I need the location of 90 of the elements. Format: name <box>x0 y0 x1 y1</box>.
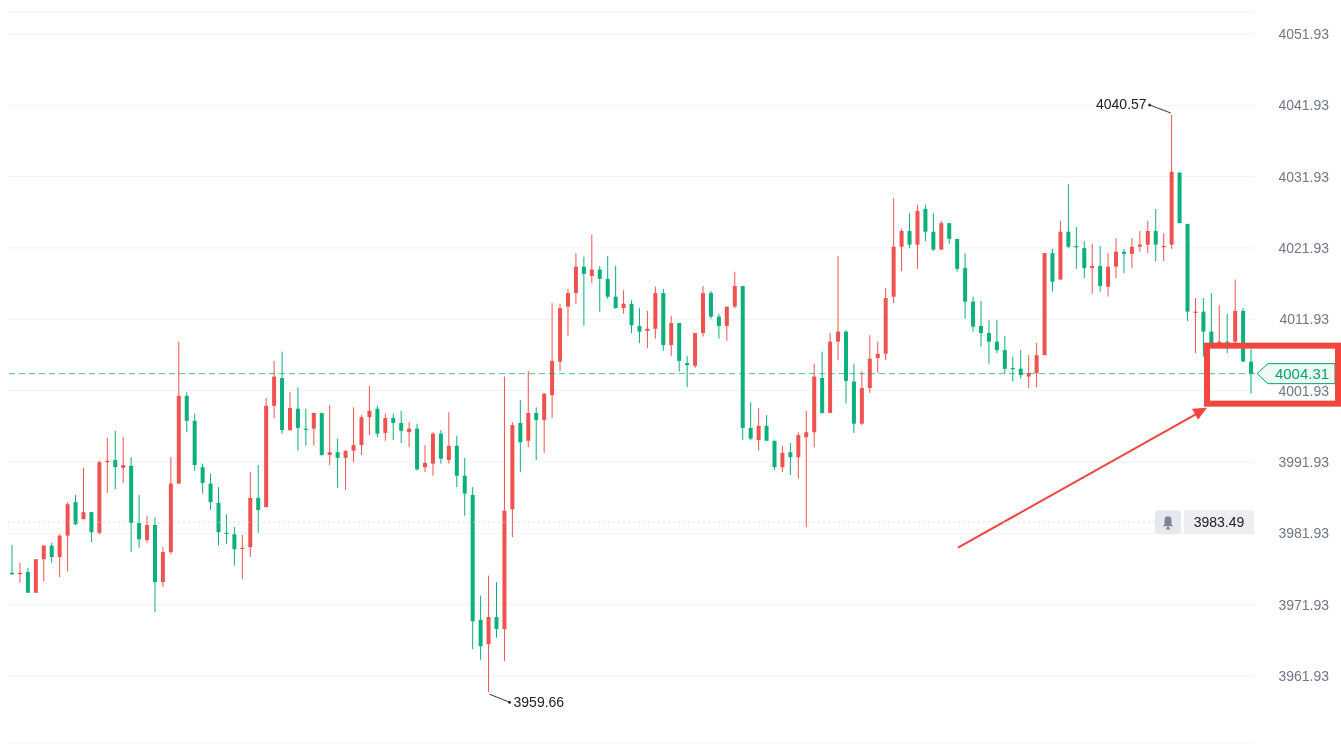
y-tick-label: 3961.93 <box>1278 668 1330 685</box>
candlestick <box>1106 252 1111 298</box>
candlestick <box>780 445 785 473</box>
candlestick <box>581 256 586 327</box>
candlestick <box>1026 354 1031 389</box>
candlestick <box>145 515 150 544</box>
candlestick <box>1129 237 1134 269</box>
candlestick <box>57 533 62 578</box>
candlestick <box>327 404 332 466</box>
candlestick <box>232 526 237 567</box>
candlestick <box>1114 237 1119 279</box>
candlestick <box>518 399 523 473</box>
candlestick <box>256 464 261 534</box>
candlestick <box>947 222 952 245</box>
candlestick <box>565 288 570 337</box>
candlestick <box>931 212 936 252</box>
candlestick <box>113 430 118 490</box>
candlestick <box>605 255 610 300</box>
candlestick <box>1066 183 1071 249</box>
ref-line-label: 4004.31 <box>1274 364 1330 382</box>
candlestick <box>423 444 428 473</box>
candlestick <box>923 204 928 242</box>
candlestick <box>121 436 126 484</box>
candlestick <box>613 265 618 310</box>
candlestick <box>1082 240 1087 279</box>
candlestick <box>1249 348 1254 395</box>
candlestick <box>836 255 841 361</box>
candlestick <box>994 319 999 354</box>
candlestick <box>200 463 205 495</box>
candlestick <box>534 406 539 461</box>
candlestick <box>295 386 300 452</box>
candlestick <box>1201 297 1206 358</box>
candlestick <box>732 271 737 309</box>
candlestick <box>764 414 769 442</box>
annotation: 3959.66 <box>513 694 565 711</box>
candlestick <box>629 299 634 334</box>
candlestick <box>335 438 340 489</box>
ref-line-label: 3983.49 <box>1193 514 1245 531</box>
candlestick <box>597 265 602 313</box>
candlestick <box>25 567 30 594</box>
candlestick <box>208 473 213 511</box>
candlestick <box>351 406 356 463</box>
candlestick <box>494 581 499 639</box>
candlestick <box>399 410 404 444</box>
candlestick <box>1145 220 1150 254</box>
candlestick <box>796 431 801 480</box>
candlestick <box>287 391 292 432</box>
y-tick-label: 3971.93 <box>1278 596 1330 613</box>
candlestick <box>391 413 396 441</box>
candlestick <box>637 307 642 344</box>
candlestick <box>748 401 753 441</box>
y-tick-label: 3981.93 <box>1278 525 1330 542</box>
candlestick <box>788 442 793 476</box>
candlestick <box>343 450 348 491</box>
candlestick <box>1034 342 1039 388</box>
y-tick-label: 4031.93 <box>1278 168 1330 185</box>
candlestick <box>89 511 94 543</box>
candlestick <box>804 410 809 528</box>
y-tick-label: 4001.93 <box>1278 382 1330 399</box>
candlestick <box>979 300 984 348</box>
candlestick <box>383 413 388 442</box>
candlestick <box>462 457 467 517</box>
candlestick <box>1153 208 1158 263</box>
candlestick <box>311 412 316 447</box>
candlestick <box>621 289 626 315</box>
candlestick <box>1002 335 1007 375</box>
y-tick-label: 4011.93 <box>1279 311 1330 328</box>
candlestick <box>137 494 142 549</box>
candlestick <box>81 467 86 520</box>
y-tick-label: 4051.93 <box>1278 25 1330 42</box>
candlestick <box>907 212 912 249</box>
candlestick <box>708 290 713 320</box>
candlestick <box>73 494 78 526</box>
candlestick <box>49 542 54 564</box>
candlestick <box>724 306 729 342</box>
y-tick-label: 4041.93 <box>1278 97 1330 114</box>
candlestick <box>589 234 594 284</box>
candlestick <box>875 341 880 374</box>
y-tick-label: 4021.93 <box>1278 239 1330 256</box>
y-tick-label: 3991.93 <box>1278 453 1330 470</box>
candlestick <box>446 411 451 465</box>
annotation: 4040.57 <box>1095 95 1147 112</box>
candlestick <box>367 385 372 436</box>
candlestick <box>716 313 721 340</box>
candlestick <box>756 407 761 452</box>
candlestick <box>41 544 46 582</box>
candlestick <box>1098 245 1103 293</box>
candlestick <box>899 228 904 272</box>
candlestick <box>669 315 674 357</box>
candlestick <box>986 319 991 365</box>
